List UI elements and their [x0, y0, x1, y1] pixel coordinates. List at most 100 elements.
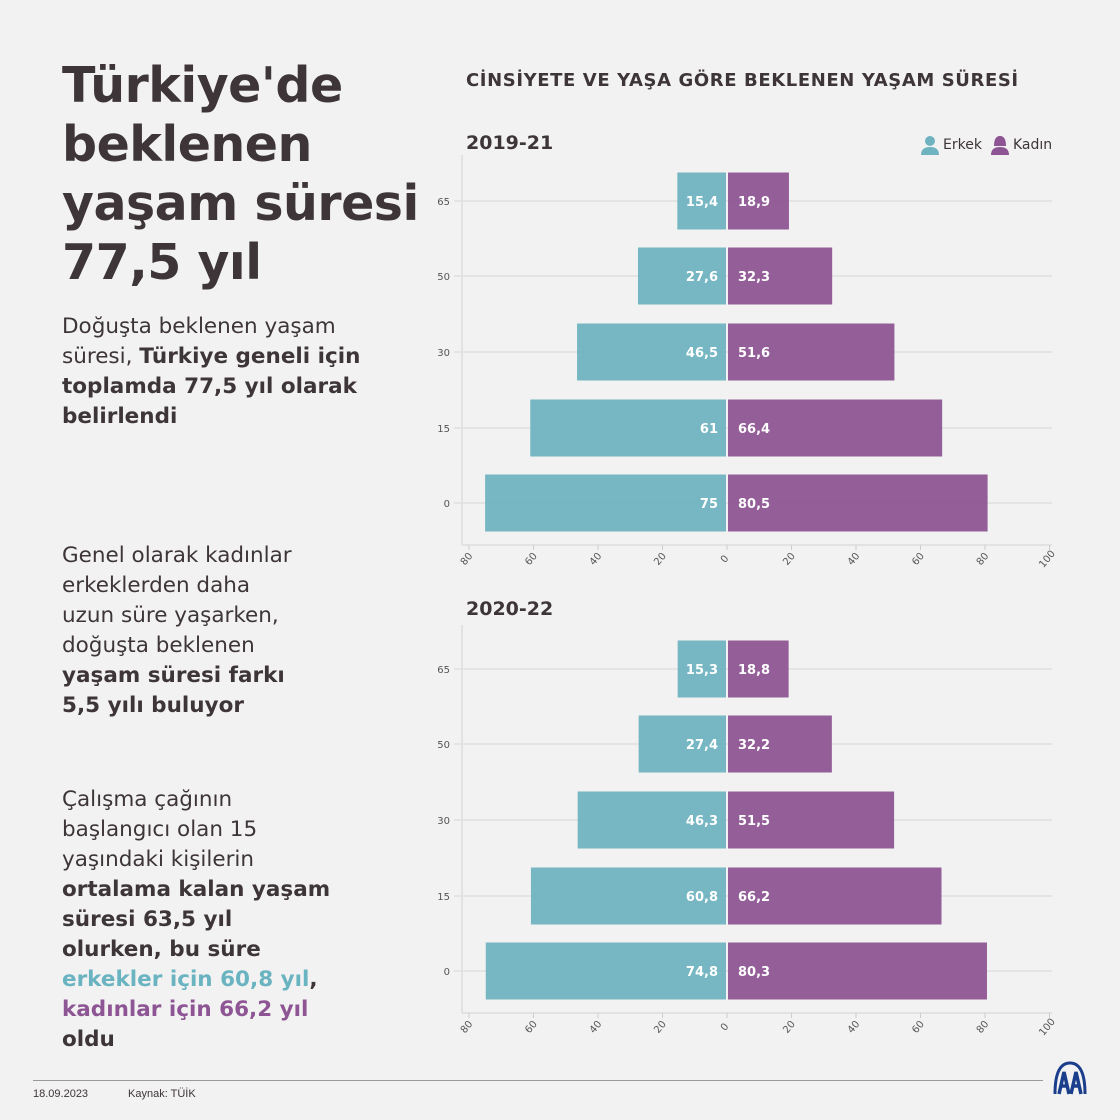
bar-label-female: 32,3: [738, 270, 770, 285]
bar-label-female: 80,3: [738, 965, 770, 980]
x-tick-label: 40: [846, 1019, 863, 1036]
bar-label-female: 66,4: [738, 422, 770, 437]
bar-male: [638, 715, 726, 773]
bar-label-male: 15,3: [686, 663, 718, 678]
x-tick-label: 60: [910, 1019, 927, 1036]
paragraph-1: Doğuşta beklenen yaşam süresi, Türkiye g…: [62, 312, 362, 432]
bar-label-female: 66,2: [738, 890, 770, 905]
x-tick-label: 100: [1037, 1017, 1058, 1039]
x-tick-label: 40: [588, 1019, 605, 1036]
footer-date: 18.09.2023: [33, 1088, 89, 1100]
bar-label-male: 74,8: [686, 965, 718, 980]
bar-female: [728, 399, 943, 457]
bar-male: [485, 474, 726, 532]
x-tick-label: 80: [975, 551, 992, 568]
y-tick-label: 65: [437, 197, 450, 208]
paragraph-segment: ,: [309, 967, 318, 992]
x-tick-label: 80: [459, 551, 476, 568]
bar-male: [530, 399, 726, 457]
x-tick-label: 20: [781, 1019, 798, 1036]
chart-title: CİNSİYETE VE YAŞA GÖRE BEKLENEN YAŞAM SÜ…: [466, 70, 1019, 91]
paragraph-segment: yaşam süresi farkı 5,5 yılı buluyor: [62, 663, 285, 718]
aa-logo: [1053, 1061, 1087, 1095]
period-title-1: 2019-21: [466, 132, 554, 154]
paragraph-segment: Genel olarak kadınlar erkeklerden daha u…: [62, 543, 292, 658]
person-male-icon: [921, 136, 939, 155]
bar-label-female: 18,9: [738, 195, 770, 210]
bar-label-female: 80,5: [738, 497, 770, 512]
chart-2019-21: 80 60 40 20 0 20 40 60 80 100 65 15,4 18,9 50 27,6 32,3…: [437, 155, 1058, 570]
paragraph-3: Çalışma çağının başlangıcı olan 15 yaşın…: [62, 785, 332, 1055]
legend: Erkek Kadın: [920, 135, 1052, 155]
bar-male: [677, 172, 726, 230]
paragraph-segment: kadınlar için 66,2 yıl: [62, 997, 309, 1022]
y-tick-label: 15: [437, 892, 450, 903]
x-tick-label: 80: [459, 1019, 476, 1036]
x-tick-label: 100: [1037, 549, 1058, 571]
bar-female: [728, 942, 987, 1000]
bar-male: [530, 867, 726, 925]
x-tick-label: 40: [846, 551, 863, 568]
paragraph-segment: ortalama kalan yaşam süresi 63,5 yıl olu…: [62, 877, 331, 962]
y-tick-label: 50: [437, 740, 450, 751]
legend-male-label: Erkek: [943, 137, 982, 153]
headline: Türkiye'de beklenen yaşam süresi 77,5 yı…: [62, 56, 422, 292]
bar-label-male: 15,4: [686, 195, 718, 210]
bar-label-female: 51,6: [738, 346, 770, 361]
chart-2020-22: 80 60 40 20 0 20 40 60 80 100 65 15,3 18,8 50 27,4 32,2…: [437, 625, 1058, 1038]
headline-line: 77,5 yıl: [62, 234, 262, 291]
bar-female: [728, 791, 895, 849]
y-tick-label: 30: [437, 816, 450, 827]
bar-label-female: 51,5: [738, 814, 770, 829]
x-tick-label: 80: [975, 1019, 992, 1036]
footer-divider: [33, 1080, 1043, 1081]
bar-label-female: 18,8: [738, 663, 770, 678]
x-tick-label: 20: [652, 1019, 669, 1036]
bar-female: [728, 323, 895, 381]
x-tick-label: 60: [910, 551, 927, 568]
y-tick-label: 15: [437, 424, 450, 435]
x-tick-label: 0: [719, 553, 732, 565]
headline-line: yaşam süresi: [62, 175, 419, 232]
bar-label-male: 61: [700, 422, 718, 437]
y-tick-label: 50: [437, 272, 450, 283]
bar-male: [577, 791, 726, 849]
x-tick-label: 20: [652, 551, 669, 568]
bar-male: [637, 247, 726, 305]
bar-female: [728, 247, 833, 305]
y-tick-label: 0: [444, 499, 450, 510]
bar-label-male: 27,4: [686, 738, 718, 753]
x-tick-label: 40: [588, 551, 605, 568]
legend-male: Erkek: [920, 135, 982, 155]
bar-female: [728, 715, 832, 773]
legend-female: Kadın: [990, 135, 1052, 155]
paragraph-segment: Türkiye geneli için toplamda 77,5 yıl ol…: [62, 344, 361, 429]
bar-male: [485, 942, 726, 1000]
headline-line: Türkiye'de: [62, 57, 343, 114]
y-tick-label: 30: [437, 348, 450, 359]
paragraph-segment: oldu: [62, 1027, 115, 1052]
legend-female-label: Kadın: [1012, 137, 1053, 153]
x-tick-label: 20: [781, 551, 798, 568]
bar-male: [677, 640, 726, 698]
bar-female: [728, 640, 789, 698]
bar-female: [728, 172, 789, 230]
y-tick-label: 0: [444, 967, 450, 978]
x-tick-label: 60: [523, 551, 540, 568]
y-tick-label: 65: [437, 665, 450, 676]
paragraph-segment: Çalışma çağının başlangıcı olan 15 yaşın…: [62, 787, 258, 872]
bar-label-male: 46,5: [686, 346, 718, 361]
bar-label-male: 75: [700, 497, 718, 512]
footer-source: Kaynak: TÜİK: [128, 1088, 196, 1100]
bar-label-male: 27,6: [686, 270, 718, 285]
x-tick-label: 60: [523, 1019, 540, 1036]
person-female-icon: [990, 136, 1009, 155]
headline-line: beklenen: [62, 116, 312, 173]
paragraph-segment: erkekler için 60,8 yıl: [62, 967, 310, 992]
paragraph-segment: Doğuşta beklenen yaşam süresi,: [62, 314, 336, 369]
bar-male: [577, 323, 726, 381]
paragraph-2: Genel olarak kadınlar erkeklerden daha u…: [62, 541, 297, 721]
bar-label-female: 32,2: [738, 738, 770, 753]
bar-label-male: 46,3: [686, 814, 718, 829]
